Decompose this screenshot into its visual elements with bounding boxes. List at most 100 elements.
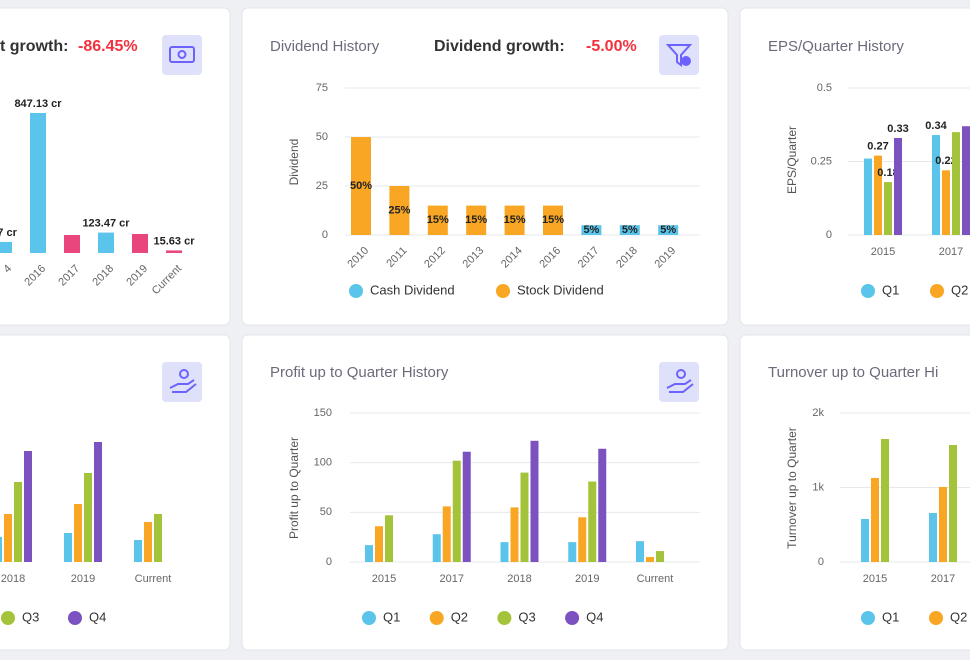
- x-tick-label: 2018: [1, 573, 25, 585]
- y-axis-title: EPS/Quarter: [785, 126, 799, 194]
- y-tick-label: 150: [314, 407, 332, 419]
- growth-value: -5.00%: [586, 38, 637, 55]
- icon-glyph: [169, 46, 195, 63]
- y-axis-title: Turnover up to Quarter: [785, 427, 799, 549]
- icon-bg: [659, 362, 699, 402]
- bar: [134, 540, 142, 562]
- icon-glyph: [665, 44, 693, 67]
- data-label: 0.27: [867, 141, 888, 153]
- bar: [656, 551, 664, 562]
- card-title: Turnover up to Quarter Hi: [768, 364, 938, 381]
- bar: [598, 448, 607, 562]
- bar: [94, 442, 102, 562]
- y-tick-label: 0.5: [817, 82, 832, 94]
- data-label: 15%: [427, 214, 449, 226]
- legend-label: Q2: [950, 609, 967, 624]
- card: [739, 7, 970, 326]
- x-tick-label: 2018: [507, 573, 531, 585]
- icon-bg: [659, 35, 699, 75]
- legend-marker: [1, 611, 15, 625]
- bar: [462, 451, 471, 562]
- bar: [939, 486, 947, 562]
- bar: [949, 445, 957, 562]
- legend-marker: [929, 611, 943, 625]
- bar: [504, 205, 525, 235]
- card-title: EPS/Quarter History: [768, 38, 904, 55]
- bar: [64, 234, 80, 253]
- bar: [929, 512, 937, 562]
- legend-marker: [930, 284, 944, 298]
- icon-button[interactable]: [659, 362, 699, 402]
- bar: [154, 514, 162, 562]
- data-label: 0.33: [887, 123, 908, 135]
- legend-label: Q1: [882, 282, 899, 297]
- bar: [98, 232, 114, 253]
- bar: [84, 473, 92, 562]
- legend-label: Q1: [882, 609, 899, 624]
- y-tick-label: 0.25: [811, 155, 832, 167]
- legend-marker: [349, 284, 363, 298]
- bar: [530, 440, 539, 562]
- legend-label: Q3: [518, 609, 535, 624]
- y-axis-title: Dividend: [287, 139, 301, 186]
- data-label: 15%: [465, 214, 487, 226]
- legend-label: Cash Dividend: [370, 282, 455, 297]
- icon-button[interactable]: [162, 35, 202, 75]
- icon-glyph: [666, 379, 694, 393]
- bar: [427, 205, 448, 235]
- bar: [658, 225, 679, 235]
- growth-label: t growth:: [0, 38, 68, 55]
- legend-marker: [362, 611, 376, 625]
- bar: [581, 225, 602, 235]
- x-tick-label: Current: [637, 573, 674, 585]
- legend-label: Q4: [89, 609, 106, 624]
- bar: [874, 155, 882, 235]
- y-axis-title: Profit up to Quarter: [287, 437, 301, 539]
- bar: [452, 460, 461, 562]
- bar: [132, 233, 148, 253]
- bar: [144, 522, 152, 562]
- card: [241, 334, 729, 651]
- bar: [942, 170, 950, 235]
- bar: [30, 112, 46, 253]
- bar: [389, 186, 410, 235]
- y-tick-label: 2k: [812, 407, 824, 419]
- icon-glyph: [676, 369, 686, 379]
- card-title: Dividend History: [270, 38, 380, 55]
- bar: [962, 126, 970, 235]
- bar: [543, 205, 563, 235]
- growth-label: Dividend growth:: [434, 38, 565, 55]
- legend-marker: [68, 611, 82, 625]
- data-label: 67 cr: [0, 227, 18, 239]
- legend-marker: [497, 611, 512, 625]
- y-tick-label: 50: [320, 506, 332, 518]
- x-tick-label: 2017: [939, 246, 963, 258]
- card: [0, 7, 231, 326]
- data-label: 15%: [542, 214, 564, 226]
- icon-button[interactable]: [162, 362, 202, 402]
- y-tick-label: 0: [326, 556, 332, 568]
- x-tick-label: 2019: [71, 573, 95, 585]
- x-tick-label: 2015: [863, 573, 887, 585]
- bar: [4, 514, 12, 562]
- legend-label: Stock Dividend: [517, 282, 604, 297]
- bar: [24, 451, 32, 562]
- icon-bg: [162, 362, 202, 402]
- data-label: 15%: [504, 214, 526, 226]
- legend-label: Q1: [383, 609, 400, 624]
- bar: [500, 542, 509, 562]
- bar: [952, 132, 960, 235]
- x-tick-label: 2017: [440, 573, 464, 585]
- legend-label: Q2: [951, 282, 968, 297]
- data-label: 5%: [583, 224, 599, 236]
- bar: [510, 507, 519, 562]
- data-label: 123.47 cr: [82, 217, 130, 229]
- bar: [636, 541, 644, 562]
- bar: [894, 137, 902, 235]
- icon-button[interactable]: [659, 35, 699, 75]
- bar: [568, 542, 577, 562]
- data-label: 50%: [350, 180, 372, 192]
- data-label: 0.18: [877, 167, 898, 179]
